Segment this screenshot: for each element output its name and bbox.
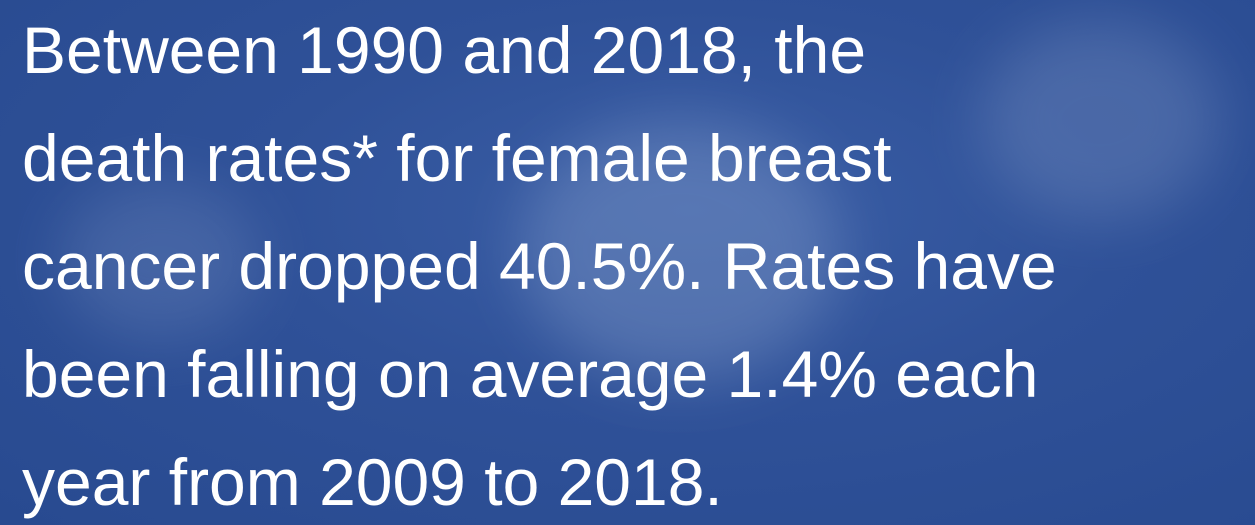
text-line: been falling on average 1.4% each: [22, 320, 1057, 428]
text-line: Between 1990 and 2018, the: [22, 0, 1057, 104]
page: Between 1990 and 2018, thedeath rates* f…: [0, 0, 1255, 525]
slide: Between 1990 and 2018, thedeath rates* f…: [0, 0, 1255, 525]
text-line: death rates* for female breast: [22, 104, 1057, 212]
text-line: year from 2009 to 2018.: [22, 428, 1057, 525]
text-line: cancer dropped 40.5%. Rates have: [22, 212, 1057, 320]
